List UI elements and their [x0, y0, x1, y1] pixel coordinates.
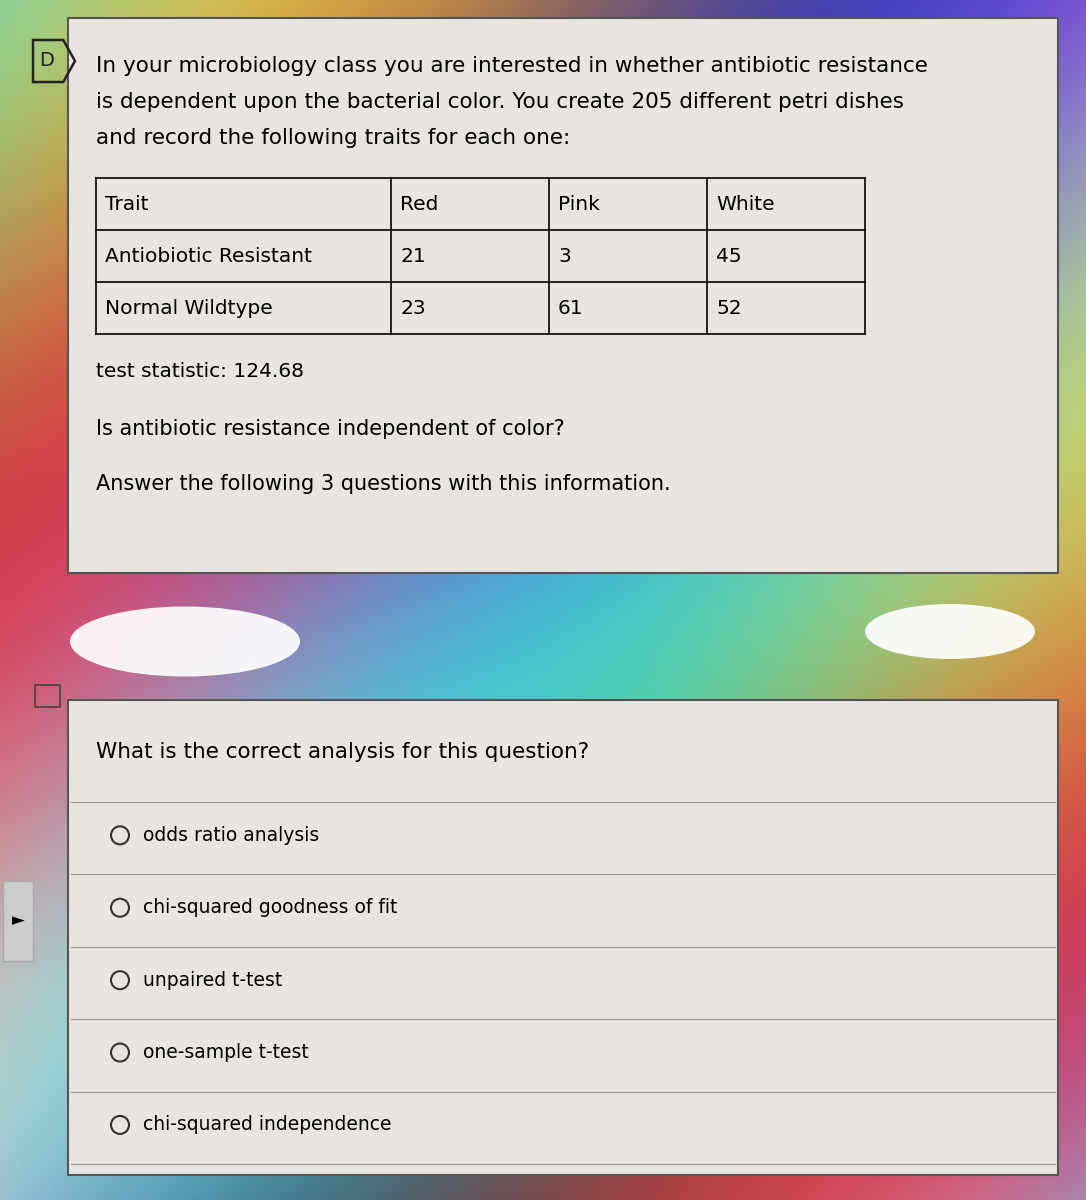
Text: Answer the following 3 questions with this information.: Answer the following 3 questions with th…	[96, 474, 671, 494]
Text: Red: Red	[400, 194, 439, 214]
Text: In your microbiology class you are interested in whether antibiotic resistance: In your microbiology class you are inter…	[96, 56, 927, 76]
Text: What is the correct analysis for this question?: What is the correct analysis for this qu…	[96, 742, 589, 762]
Text: test statistic: 124.68: test statistic: 124.68	[96, 362, 304, 382]
Text: chi-squared independence: chi-squared independence	[143, 1116, 391, 1134]
Text: 21: 21	[400, 246, 426, 265]
Text: White: White	[716, 194, 774, 214]
Text: 3: 3	[558, 246, 571, 265]
Text: Pink: Pink	[558, 194, 599, 214]
Text: Is antibiotic resistance independent of color?: Is antibiotic resistance independent of …	[96, 419, 565, 439]
Text: 52: 52	[716, 299, 742, 318]
Text: chi-squared goodness of fit: chi-squared goodness of fit	[143, 899, 397, 917]
Text: D: D	[39, 52, 54, 71]
Text: 23: 23	[400, 299, 426, 318]
Ellipse shape	[866, 604, 1035, 659]
Text: one-sample t-test: one-sample t-test	[143, 1043, 308, 1062]
FancyBboxPatch shape	[68, 700, 1058, 1175]
Text: is dependent upon the bacterial color. You create 205 different petri dishes: is dependent upon the bacterial color. Y…	[96, 92, 904, 112]
Text: Antiobiotic Resistant: Antiobiotic Resistant	[105, 246, 312, 265]
Bar	[35, 685, 60, 707]
Text: and record the following traits for each one:: and record the following traits for each…	[96, 128, 570, 148]
Text: ►: ►	[12, 912, 24, 930]
Text: unpaired t-test: unpaired t-test	[143, 971, 282, 990]
Bar	[3, 881, 33, 960]
FancyBboxPatch shape	[68, 18, 1058, 572]
Text: Trait: Trait	[105, 194, 149, 214]
Text: Normal Wildtype: Normal Wildtype	[105, 299, 273, 318]
Text: 45: 45	[716, 246, 742, 265]
Text: 61: 61	[558, 299, 583, 318]
Text: odds ratio analysis: odds ratio analysis	[143, 826, 319, 845]
Ellipse shape	[70, 606, 300, 677]
